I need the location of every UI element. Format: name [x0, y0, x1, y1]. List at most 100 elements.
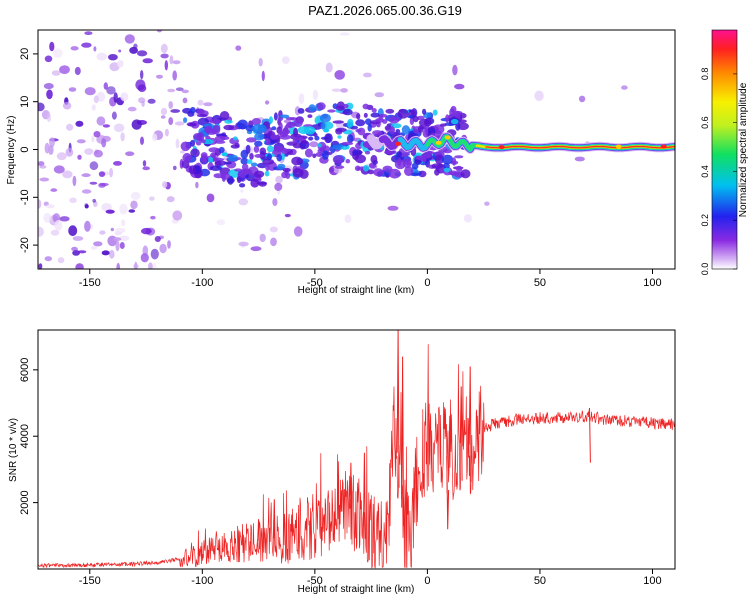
heatmap-cell [279, 114, 290, 119]
colorbar-tick-label: 0.0 [700, 263, 710, 276]
snr-spike [363, 452, 366, 539]
heatmap-cell [169, 55, 174, 65]
heatmap-cell [74, 66, 81, 76]
heatmap-cell [314, 135, 320, 141]
heatmap-cell [106, 86, 116, 95]
heatmap-cell [195, 181, 199, 189]
heatmap-cell [204, 125, 213, 134]
heatmap-cell [414, 159, 422, 166]
heatmap-cell [387, 205, 399, 211]
heatmap-cell [454, 83, 465, 90]
heatmap-cell [705, 54, 710, 65]
heatmap-cell [362, 103, 370, 110]
heatmap-cell [38, 102, 45, 112]
heatmap-cell [258, 57, 263, 67]
heatmap-cell [332, 120, 344, 124]
heatmap-cell [254, 140, 263, 147]
heatmap-cell [280, 147, 289, 154]
y-tick-label: 10 [19, 96, 31, 108]
heatmap-cell [160, 115, 166, 119]
heatmap-cell [238, 241, 249, 247]
heatmap-cell [119, 203, 128, 215]
heatmap-cell [327, 109, 336, 113]
heatmap-cell [180, 141, 191, 152]
heatmap-cell [120, 92, 129, 102]
heatmap-cell [84, 220, 91, 232]
heatmap-ridge-layer [485, 145, 675, 149]
heatmap-cell [49, 41, 55, 52]
spectrogram-heatmap [38, 30, 710, 269]
snr-frame [37, 329, 676, 570]
heatmap-cell [72, 175, 77, 187]
heatmap-cell [208, 147, 220, 153]
heatmap-cell [316, 102, 326, 111]
heatmap-cell [238, 198, 249, 206]
heatmap-cell [81, 189, 92, 194]
heatmap-cell [59, 65, 70, 74]
heatmap-cell [372, 130, 383, 136]
heatmap-cell [96, 52, 108, 61]
heatmap-cell [221, 172, 226, 182]
heatmap-cell [418, 124, 424, 133]
heatmap-cell [89, 181, 98, 185]
snr-panel: -150 -100 -50 0 50 100 2000 4000 6000 Height of… [8, 329, 676, 595]
heatmap-cell [454, 155, 464, 159]
heatmap-cell [432, 124, 445, 134]
heatmap-cell [434, 168, 440, 176]
heatmap-cell [259, 233, 266, 243]
heatmap-cell [197, 117, 209, 126]
heatmap-hotspot [444, 135, 451, 140]
heatmap-cell [197, 99, 204, 106]
heatmap-cell [113, 161, 122, 166]
heatmap-cell [457, 122, 469, 131]
snr-spike [257, 519, 260, 550]
heatmap-cell [534, 90, 544, 102]
heatmap-cell [253, 145, 260, 153]
heatmap-cell [52, 48, 63, 58]
heatmap-cell [105, 209, 115, 214]
heatmap-cell [388, 116, 400, 124]
heatmap-cell [266, 145, 274, 153]
heatmap-cell [449, 108, 455, 117]
heatmap-cell [432, 109, 438, 116]
y-tick-label: -10 [19, 189, 31, 205]
heatmap-hotspot [323, 128, 330, 133]
spectrogram-y-axis: -20 -10 0 10 20 [19, 48, 38, 253]
heatmap-cell [90, 245, 98, 250]
spectrogram-y-label: Frequency (Hz) [6, 116, 17, 185]
heatmap-cell [160, 53, 169, 59]
heatmap-cell [237, 119, 248, 130]
heatmap-cell [189, 139, 196, 147]
heatmap-cell [214, 140, 226, 144]
heatmap-cell [257, 162, 268, 169]
heatmap-cell [270, 134, 279, 140]
y-tick-label: 2000 [19, 490, 31, 514]
heatmap-cell [293, 119, 303, 127]
heatmap-cell [174, 121, 185, 126]
heatmap-cell [246, 137, 257, 143]
heatmap-cell [216, 219, 226, 226]
heatmap-cell [460, 169, 471, 179]
heatmap-cell [234, 168, 243, 172]
heatmap-cell [44, 55, 53, 63]
heatmap-cell [168, 101, 173, 109]
heatmap-cell [301, 140, 308, 145]
heatmap-cell [308, 136, 314, 141]
heatmap-cell [121, 219, 126, 227]
heatmap-cell [332, 144, 345, 150]
heatmap-cell [406, 162, 412, 166]
heatmap-cell [56, 152, 67, 161]
heatmap-cell [160, 107, 168, 116]
heatmap-cell [117, 60, 124, 68]
heatmap-cell [335, 127, 347, 132]
heatmap-cell [331, 88, 342, 92]
spectrogram-x-label: Height of straight line (km) [298, 285, 415, 296]
heatmap-cell [130, 200, 138, 210]
heatmap-hotspot [615, 144, 622, 149]
heatmap-cell [278, 128, 284, 136]
heatmap-cell [89, 161, 99, 171]
heatmap-cell [269, 226, 278, 233]
heatmap-cell [141, 227, 152, 235]
heatmap-cell [389, 126, 395, 135]
heatmap-cell [50, 229, 60, 236]
